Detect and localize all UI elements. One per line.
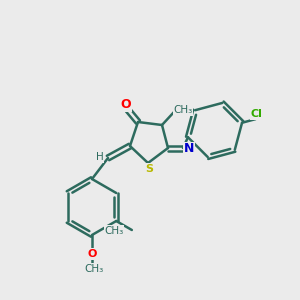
Text: O: O	[121, 98, 131, 112]
Text: CH₃: CH₃	[105, 226, 124, 236]
Text: O: O	[87, 249, 97, 259]
Text: H: H	[96, 152, 104, 162]
Text: Cl: Cl	[250, 109, 262, 119]
Text: CH₃: CH₃	[173, 105, 193, 115]
Text: S: S	[145, 164, 153, 174]
Text: N: N	[184, 142, 194, 155]
Text: CH₃: CH₃	[84, 264, 104, 274]
